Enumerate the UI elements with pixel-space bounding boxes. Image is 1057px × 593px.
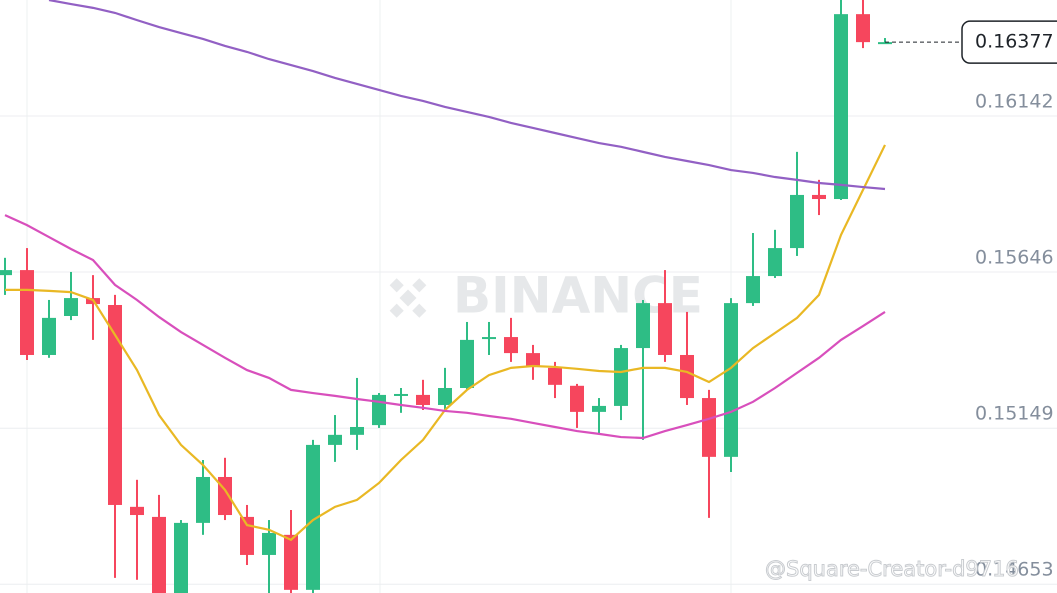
candle-body <box>394 393 408 396</box>
candle-body <box>372 394 386 426</box>
candle-body <box>504 337 518 354</box>
candle-body <box>262 532 276 555</box>
candle-body <box>108 304 122 505</box>
candle-body <box>702 398 716 457</box>
watermark-logo <box>389 278 427 318</box>
candle-body <box>768 248 782 277</box>
y-tick-label: 0.15646 <box>975 246 1054 268</box>
candle-body <box>20 270 34 355</box>
candle-body <box>64 298 78 316</box>
moving-average-line <box>4 214 886 440</box>
candle-body <box>592 405 606 412</box>
candle-body <box>680 354 694 399</box>
candle-body <box>240 516 254 555</box>
candle-body <box>658 303 672 355</box>
price-label: 0.16377 <box>975 31 1054 53</box>
candle-body <box>42 317 56 355</box>
candle-body <box>130 506 144 516</box>
candle-body <box>328 434 342 445</box>
candle-body <box>548 367 562 385</box>
candle-body <box>416 394 430 405</box>
candle-body <box>284 534 298 590</box>
candle-body <box>526 353 540 366</box>
candle-body <box>350 426 364 435</box>
candle-body <box>746 276 760 304</box>
moving-average-line <box>48 0 886 191</box>
candle-body <box>878 42 892 45</box>
candle-body <box>0 270 12 276</box>
candle-body <box>482 337 496 340</box>
candle-body <box>306 444 320 590</box>
candle-body <box>724 303 738 457</box>
candle-body <box>570 385 584 412</box>
y-tick-label: 0.16142 <box>975 91 1054 113</box>
candle-body <box>438 387 452 405</box>
candle-body <box>834 14 848 200</box>
price-box <box>961 20 1057 64</box>
candle-body <box>174 522 188 593</box>
candle-body <box>790 194 804 249</box>
candle-body <box>856 14 870 43</box>
candle-body <box>152 516 166 593</box>
candle-body <box>196 476 210 523</box>
credit: @Square-Creator-d9716 <box>765 557 1019 581</box>
candle-body <box>636 303 650 349</box>
candle-body <box>460 339 474 388</box>
y-tick-label: 0.15149 <box>975 403 1054 425</box>
candle-body <box>812 194 826 200</box>
y-tick-label: 0.14653 <box>975 559 1054 581</box>
candle-body <box>614 348 628 406</box>
